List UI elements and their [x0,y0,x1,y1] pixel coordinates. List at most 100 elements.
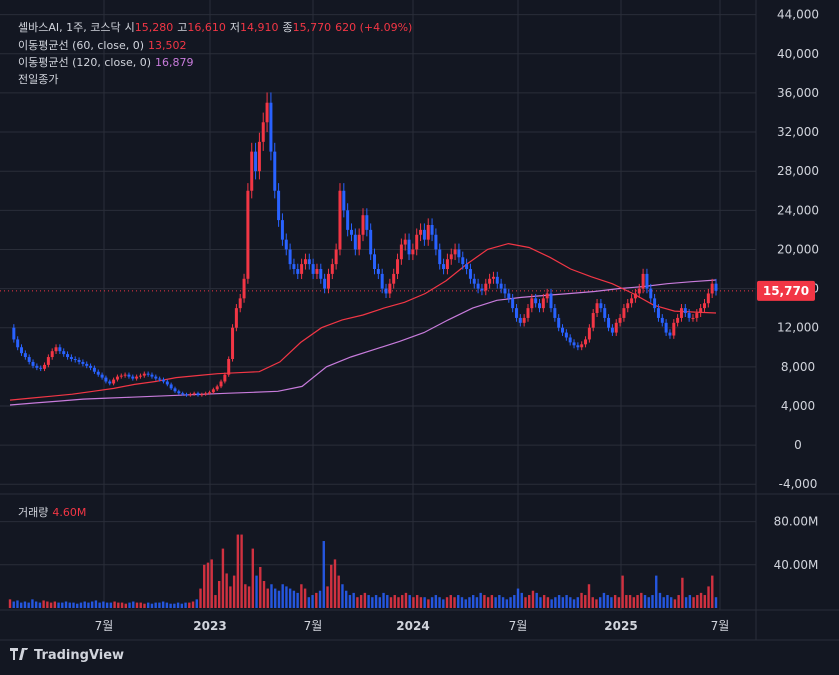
volume-bar [546,597,550,608]
volume-bar [195,599,198,608]
volume-bar [221,548,225,608]
volume-bar [696,595,699,608]
candle-body [438,249,442,265]
candle-body [227,359,231,375]
low-value: 14,910 [239,21,279,34]
volume-bar [595,599,598,608]
high-label: 고 [177,21,188,34]
volume-legend[interactable]: 거래량 4.60M [18,504,90,520]
candle-body [100,374,104,378]
volume-bar [501,597,505,608]
candle-body [238,298,242,309]
change-value: 620 (+4.09%) [335,21,413,34]
volume-bar [341,584,344,608]
volume-bar [199,588,202,608]
candle-body [50,351,54,358]
candle-body [641,273,645,289]
candle-body [584,339,588,345]
volume-bar [117,602,120,608]
volume-bar [12,601,15,608]
candles[interactable] [12,92,718,397]
candle-body [188,394,192,396]
ma120-legend[interactable]: 이동평균선 (120, close, 0) 16,879 [18,54,198,70]
volume-bar [83,601,86,608]
candle-body [92,367,96,372]
candle-body [196,393,200,396]
ma60-legend[interactable]: 이동평균선 (60, close, 0) 13,502 [18,37,191,53]
candle-body [595,303,599,314]
volume-bar [285,586,288,608]
volume-bar [460,597,464,608]
candle-body [660,317,664,323]
candle-body [215,386,219,390]
volume-bar [27,602,30,608]
volume-bar [363,592,367,608]
candle-body [319,269,323,279]
candle-body [653,298,657,309]
ma120-value: 16,879 [155,56,194,69]
candle-body [349,229,353,235]
candle-body [580,344,584,348]
volume-bar [419,597,423,608]
ma60-line [9,242,717,401]
candle-body [173,388,177,392]
volume-bar [374,595,378,608]
candle-body [323,278,327,289]
volume-bar [434,595,438,608]
candle-body [488,278,492,284]
volume-bar [236,534,240,608]
high-value: 16,610 [187,21,226,34]
candle-body [656,308,660,318]
volume-label: 거래량 [18,506,49,519]
volume-bar [255,575,258,608]
volume-bar [584,595,587,608]
volume-bar [98,602,101,608]
price-tick-label: 12,000 [777,321,819,335]
candle-body [507,293,511,299]
ticker-label[interactable]: 셀바스AI, 1주, 코스닥 [18,21,121,34]
candle-body [104,377,108,382]
candle-body [699,308,703,314]
volume-bar [147,602,150,608]
volume-bar [277,590,281,608]
volume-bar [471,595,475,608]
candle-body [219,381,223,387]
volume-bar [684,597,688,608]
volume-bar [210,559,213,608]
candle-body [261,122,265,142]
candle-body [491,276,495,279]
candle-body [150,374,154,377]
candle-body [242,278,246,299]
candle-body [468,269,472,279]
volume-bar [378,597,382,608]
candle-body [591,313,595,328]
candle-body [426,224,430,240]
candle-body [499,283,503,289]
candle-body [679,308,683,318]
candle-body [676,317,680,323]
volume-bar [322,541,325,608]
candle-body [277,190,281,221]
volume-bar [714,597,718,608]
candle-body [288,249,292,265]
volume-bar [356,597,359,608]
volume-bar [270,584,273,608]
prev-close-legend[interactable]: 전일종가 [18,71,62,87]
candle-body [534,298,538,304]
candle-body [326,273,330,289]
volume-bar [513,595,516,608]
volume-bar [348,595,352,608]
candle-body [161,379,165,382]
volume-bar [382,592,385,608]
volume-bar [557,595,561,608]
candle-body [457,249,461,258]
tradingview-logo[interactable]: TradingView [10,648,124,663]
candle-body [265,102,269,123]
candle-body [495,276,499,284]
volume-bar [621,575,624,608]
volume-bar [42,600,45,608]
time-axis[interactable]: 7월 2023 7월 2024 7월 2025 7월 [95,619,730,633]
candle-body [250,151,254,191]
volume-bar [569,597,572,608]
candle-body [622,308,626,318]
